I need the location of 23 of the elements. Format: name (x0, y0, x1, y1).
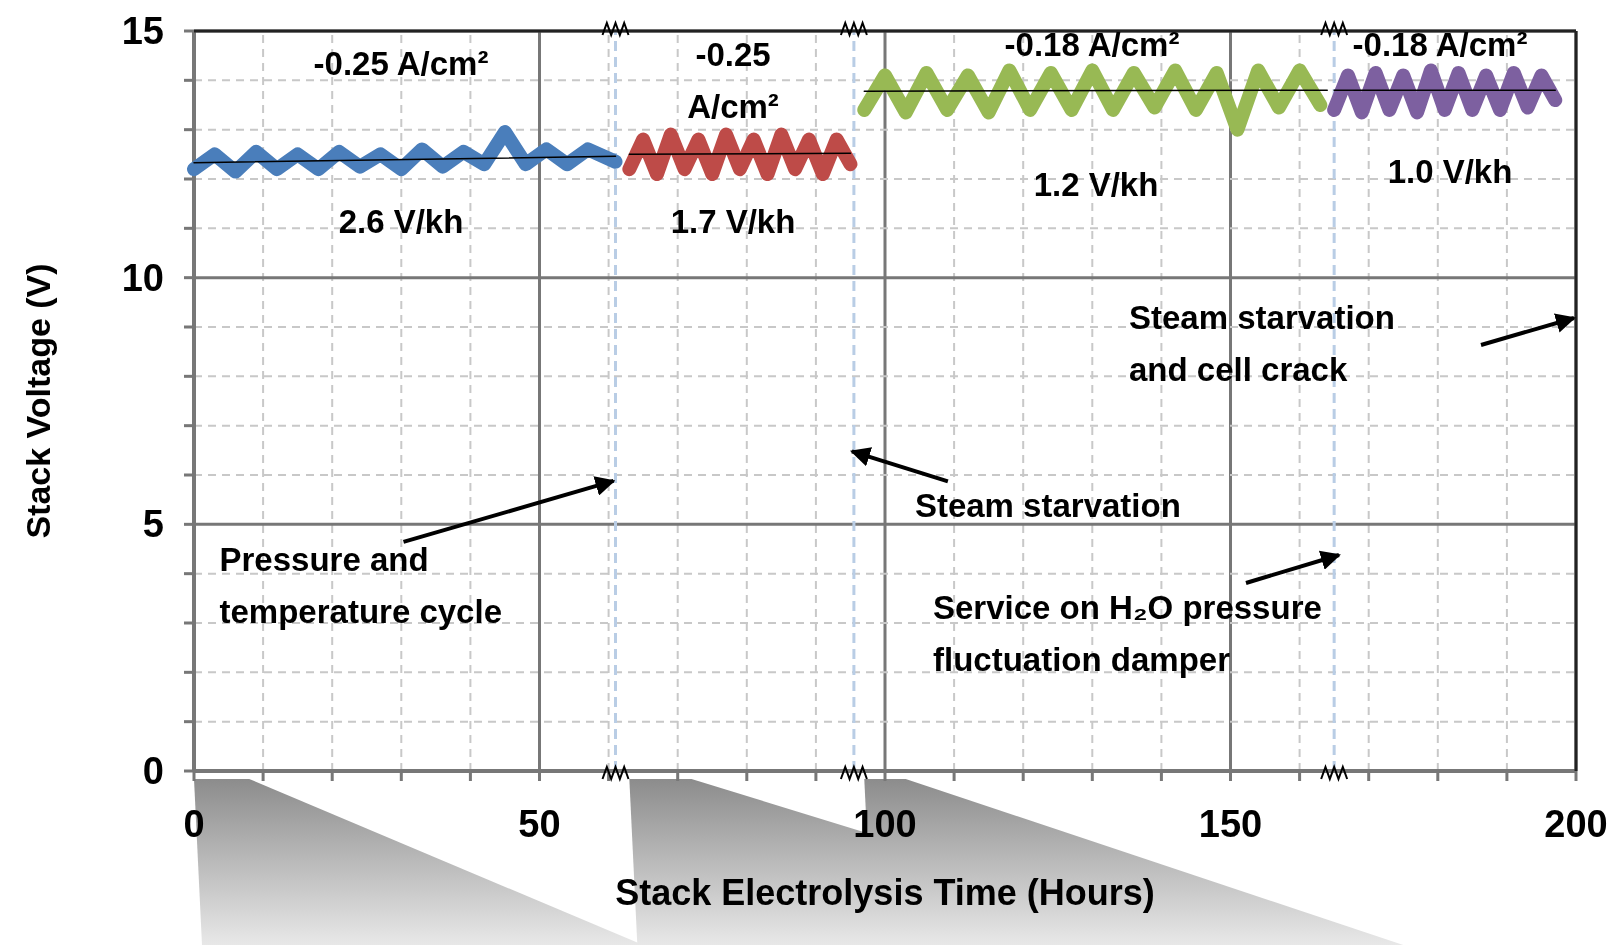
x-tick-label: 0 (183, 803, 205, 845)
x-tick-label: 50 (518, 803, 561, 845)
annotation: -0.25 A/cm² (313, 45, 489, 82)
x-tick-label: 150 (1198, 803, 1263, 845)
annotation: Steam starvation and cell crack (1129, 299, 1395, 388)
annotation: -0.25 A/cm² (687, 36, 779, 125)
annotation: 1.0 V/kh (1387, 153, 1513, 190)
annotation: -0.18 A/cm² (1352, 26, 1528, 63)
y-tick-label: 5 (142, 503, 164, 546)
annotation: Pressure and temperature cycle (219, 540, 502, 630)
annotation: 2.6 V/kh (338, 203, 464, 240)
x-axis-title: Stack Electrolysis Time (Hours) (615, 872, 1155, 913)
y-tick-label: 10 (121, 256, 164, 299)
annotation: 1.7 V/kh (670, 203, 796, 240)
x-tick-label: 200 (1544, 803, 1608, 845)
y-tick-label: 15 (121, 10, 164, 52)
y-axis-title: Stack Voltage (V) (19, 263, 57, 539)
annotation: -0.18 A/cm² (1004, 26, 1180, 63)
y-tick-label: 0 (142, 750, 164, 792)
annotation: Service on H₂O pressure fluctuation damper (933, 589, 1322, 678)
annotation: 1.2 V/kh (1033, 166, 1159, 203)
annotation: Steam starvation (914, 487, 1181, 525)
x-tick-label: 100 (853, 803, 917, 845)
